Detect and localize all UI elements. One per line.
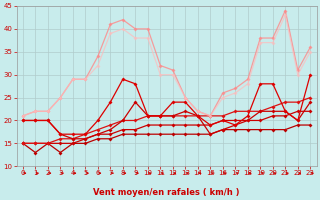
- X-axis label: Vent moyen/en rafales ( km/h ): Vent moyen/en rafales ( km/h ): [93, 188, 240, 197]
